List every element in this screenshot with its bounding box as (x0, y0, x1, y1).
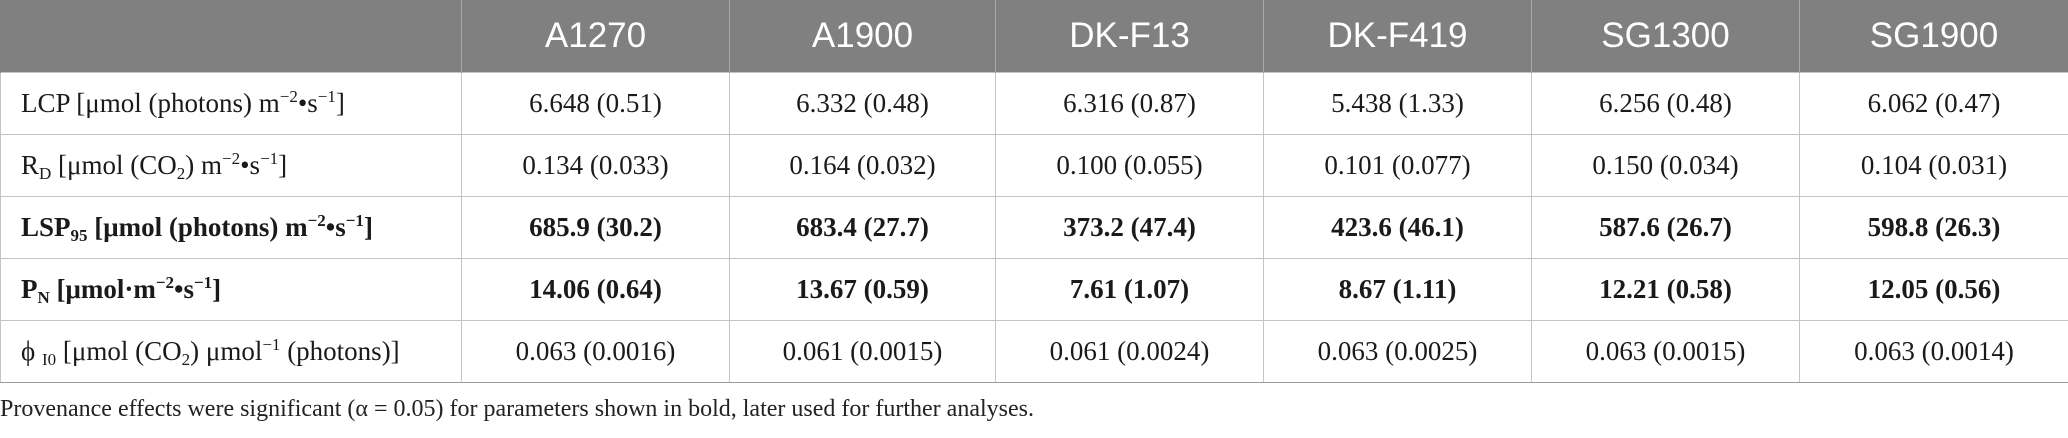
row-label-lcp: LCP [μmol (photons) m−2•s−1] (0, 72, 462, 135)
label-subscript: N (37, 288, 50, 307)
table-cell: 373.2 (47.4) (995, 196, 1264, 259)
table-row-lsp95: LSP95 [μmol (photons) m−2•s−1] 685.9 (30… (0, 196, 2068, 259)
row-label-lsp95: LSP95 [μmol (photons) m−2•s−1] (0, 196, 462, 259)
label-text: ] (363, 212, 373, 242)
table-cell: 5.438 (1.33) (1263, 72, 1532, 135)
table-row-lcp: LCP [μmol (photons) m−2•s−1] 6.648 (0.51… (0, 72, 2068, 135)
label-text: R (21, 150, 40, 180)
table-row-rd: RD [μmol (CO2) m−2•s−1] 0.134 (0.033) 0.… (0, 134, 2068, 197)
table-cell: 0.100 (0.055) (995, 134, 1264, 197)
label-subscript: I0 (41, 350, 57, 369)
label-text: •s (297, 88, 318, 118)
table-cell: 0.150 (0.034) (1531, 134, 1800, 197)
table-cell: 423.6 (46.1) (1263, 196, 1532, 259)
table-cell: 0.101 (0.077) (1263, 134, 1532, 197)
table-cell: 0.061 (0.0024) (995, 320, 1264, 383)
table-header: A1270 A1900 DK-F13 DK-F419 SG1300 SG1900 (0, 0, 2068, 73)
label-text: ) μmol (190, 336, 263, 366)
table-cell: 685.9 (30.2) (461, 196, 730, 259)
table-cell: 0.164 (0.032) (729, 134, 996, 197)
table-cell: 0.061 (0.0015) (729, 320, 996, 383)
label-text: [μmol (CO (51, 150, 177, 180)
label-text: P (21, 274, 38, 304)
row-label-pn: PN [μmol·m−2•s−1] (0, 258, 462, 321)
table-cell: 6.256 (0.48) (1531, 72, 1800, 135)
table-cell: 12.05 (0.56) (1799, 258, 2068, 321)
label-text: ] (278, 150, 288, 180)
header-corner-cell (0, 0, 462, 73)
table-footnote: Provenance effects were significant (α =… (0, 396, 1034, 422)
label-subscript: 2 (181, 350, 191, 369)
table-cell: 0.104 (0.031) (1799, 134, 2068, 197)
row-label-phi-i0: ϕ I0 [μmol (CO2) μmol−1 (photons)] (0, 320, 462, 383)
column-header-dk-f419: DK-F419 (1263, 0, 1532, 73)
label-text: •s (240, 150, 261, 180)
table-cell: 7.61 (1.07) (995, 258, 1264, 321)
column-header-a1900: A1900 (729, 0, 996, 73)
table-cell: 0.063 (0.0014) (1799, 320, 2068, 383)
label-text: •s (174, 274, 194, 304)
label-superscript: −2 (307, 211, 326, 230)
label-superscript: −2 (279, 87, 298, 106)
table-cell: 0.063 (0.0015) (1531, 320, 1800, 383)
header-row: A1270 A1900 DK-F13 DK-F419 SG1300 SG1900 (0, 0, 2068, 73)
label-subscript: 95 (70, 226, 88, 245)
table-cell: 0.063 (0.0016) (461, 320, 730, 383)
label-text: LSP (21, 212, 71, 242)
label-text: ] (212, 274, 222, 304)
column-header-dk-f13: DK-F13 (995, 0, 1264, 73)
label-subscript: 2 (176, 164, 186, 183)
label-text: [μmol (CO (56, 336, 182, 366)
table-cell: 13.67 (0.59) (729, 258, 996, 321)
column-header-sg1900: SG1900 (1799, 0, 2068, 73)
label-superscript: −1 (317, 87, 336, 106)
row-label-rd: RD [μmol (CO2) m−2•s−1] (0, 134, 462, 197)
label-text: (photons)] (280, 336, 400, 366)
column-header-a1270: A1270 (461, 0, 730, 73)
table-cell: 6.648 (0.51) (461, 72, 730, 135)
label-superscript: −1 (260, 149, 279, 168)
label-superscript: −2 (155, 273, 175, 292)
column-header-sg1300: SG1300 (1531, 0, 1800, 73)
table-cell: 598.8 (26.3) (1799, 196, 2068, 259)
table-cell: 683.4 (27.7) (729, 196, 996, 259)
table-cell: 6.332 (0.48) (729, 72, 996, 135)
label-text: LCP [μmol (photons) m (21, 88, 280, 118)
table-cell: 0.134 (0.033) (461, 134, 730, 197)
label-text: [μmol·m (49, 274, 156, 304)
label-superscript: −1 (262, 335, 281, 354)
label-superscript: −1 (345, 211, 364, 230)
table-row-phi-i0: ϕ I0 [μmol (CO2) μmol−1 (photons)] 0.063… (0, 320, 2068, 383)
label-superscript: −1 (193, 273, 213, 292)
table-cell: 12.21 (0.58) (1531, 258, 1800, 321)
table-cell: 0.063 (0.0025) (1263, 320, 1532, 383)
table-cell: 6.316 (0.87) (995, 72, 1264, 135)
table-cell: 8.67 (1.11) (1263, 258, 1532, 321)
table-cell: 587.6 (26.7) (1531, 196, 1800, 259)
table-body: LCP [μmol (photons) m−2•s−1] 6.648 (0.51… (0, 72, 2068, 383)
table-cell: 14.06 (0.64) (461, 258, 730, 321)
table-row-pn: PN [μmol·m−2•s−1] 14.06 (0.64) 13.67 (0.… (0, 258, 2068, 321)
data-table-container: A1270 A1900 DK-F13 DK-F419 SG1300 SG1900… (0, 0, 2068, 383)
provenance-parameter-table: A1270 A1900 DK-F13 DK-F419 SG1300 SG1900… (0, 0, 2068, 383)
label-superscript: −2 (222, 149, 241, 168)
label-text: •s (325, 212, 346, 242)
table-cell: 6.062 (0.47) (1799, 72, 2068, 135)
label-text: ) m (185, 150, 223, 180)
label-text: ] (335, 88, 345, 118)
label-text: [μmol (photons) m (87, 212, 308, 242)
label-subscript: D (39, 164, 52, 183)
label-text: ϕ (21, 336, 42, 366)
